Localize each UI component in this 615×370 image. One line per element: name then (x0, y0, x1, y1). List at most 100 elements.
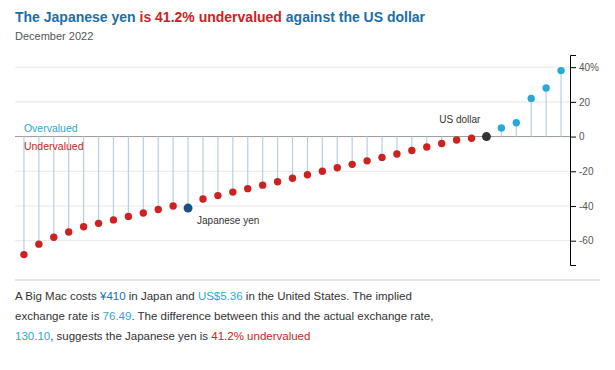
stem (352, 137, 353, 165)
annotation: US dollar (439, 114, 481, 125)
title-part: is 41.2% undervalued (140, 9, 282, 25)
tick-mark (570, 241, 576, 242)
tick-mark (570, 67, 576, 68)
note-part: 130.10 (15, 330, 50, 342)
tick-label: 20 (579, 97, 591, 108)
dot (468, 135, 475, 142)
dot (65, 228, 72, 235)
dot (110, 216, 117, 223)
tick-label: -40 (579, 201, 594, 212)
separator (15, 280, 600, 281)
stem (560, 71, 561, 137)
stem (292, 137, 293, 179)
dot (80, 223, 87, 230)
marks (20, 67, 564, 258)
stem (307, 137, 308, 175)
stem (187, 137, 188, 209)
stem (98, 137, 99, 224)
grid-line (15, 240, 570, 241)
dot (244, 185, 251, 192)
tick: 0 (570, 131, 585, 142)
note-part: 76.49 (103, 310, 132, 322)
grid (15, 67, 570, 241)
stem (202, 137, 203, 199)
stem (337, 137, 338, 168)
dot (348, 161, 355, 168)
tick-label: 40% (579, 62, 599, 73)
tick-label: -60 (579, 235, 594, 246)
dot (498, 124, 505, 131)
note-part: ¥410 (99, 290, 126, 302)
note-part: . The difference between this and the ac… (131, 310, 433, 322)
dot (274, 178, 281, 185)
tick: -60 (570, 235, 594, 246)
dot (50, 234, 57, 241)
stem (262, 137, 263, 186)
dot (482, 132, 491, 141)
zone-label: Undervalued (24, 140, 84, 152)
dot (363, 157, 370, 164)
dot (528, 95, 535, 102)
dot (423, 143, 430, 150)
title: The Japanese yen is 41.2% undervalued ag… (15, 9, 426, 25)
tick-mark (570, 102, 576, 103)
tick-mark (570, 137, 576, 138)
stem (113, 137, 114, 220)
note-part: 41.2% undervalued (211, 330, 310, 342)
note-part: , suggests the Japanese yen is (50, 330, 211, 342)
stem (322, 137, 323, 172)
chart: The Japanese yen is 41.2% undervalued ag… (0, 0, 615, 370)
stem (531, 98, 532, 136)
stem (247, 137, 248, 189)
note-part: in the United States. The implied (243, 290, 412, 302)
dot (155, 206, 162, 213)
tick-label: -20 (579, 166, 594, 177)
dot (199, 195, 206, 202)
stem (546, 88, 547, 137)
dot (35, 240, 42, 247)
title-part: against the US dollar (282, 9, 426, 25)
stem (128, 137, 129, 217)
tick-mark (570, 171, 576, 172)
dot (542, 84, 549, 91)
dot (259, 181, 266, 188)
dot (289, 175, 296, 182)
dot (140, 209, 147, 216)
zone-label: Overvalued (24, 122, 78, 134)
grid-line (15, 67, 570, 68)
tick-label: 0 (579, 131, 585, 142)
axis-line (571, 56, 577, 266)
dot (184, 204, 193, 213)
annotation: Japanese yen (197, 215, 259, 226)
dot (304, 171, 311, 178)
stem (23, 137, 24, 255)
note-part: exchange rate is (15, 310, 103, 322)
stem (53, 137, 54, 238)
note-line: A Big Mac costs ¥410 in Japan and US$5.3… (15, 290, 412, 302)
dot (214, 192, 221, 199)
tick: -40 (570, 201, 594, 212)
dot (20, 251, 27, 258)
note-line: 130.10, suggests the Japanese yen is 41.… (15, 330, 310, 342)
dot (229, 188, 236, 195)
stem (217, 137, 218, 196)
dot (95, 220, 102, 227)
dot (125, 213, 132, 220)
stem (232, 137, 233, 193)
y-axis: -60 -40 -20 0 20 40% (570, 56, 599, 266)
title-part: The Japanese yen (15, 9, 140, 25)
stem (143, 137, 144, 213)
dot (393, 150, 400, 157)
dot (513, 119, 520, 126)
tick: 20 (570, 97, 591, 108)
tick: 40% (570, 62, 599, 73)
dot (408, 147, 415, 154)
stem (277, 137, 278, 182)
dot (319, 168, 326, 175)
dot (453, 136, 460, 143)
stem (158, 137, 159, 210)
dot (169, 202, 176, 209)
note-part: A Big Mac costs (15, 290, 100, 302)
dot (334, 164, 341, 171)
note-line: exchange rate is 76.49. The difference b… (15, 310, 433, 322)
